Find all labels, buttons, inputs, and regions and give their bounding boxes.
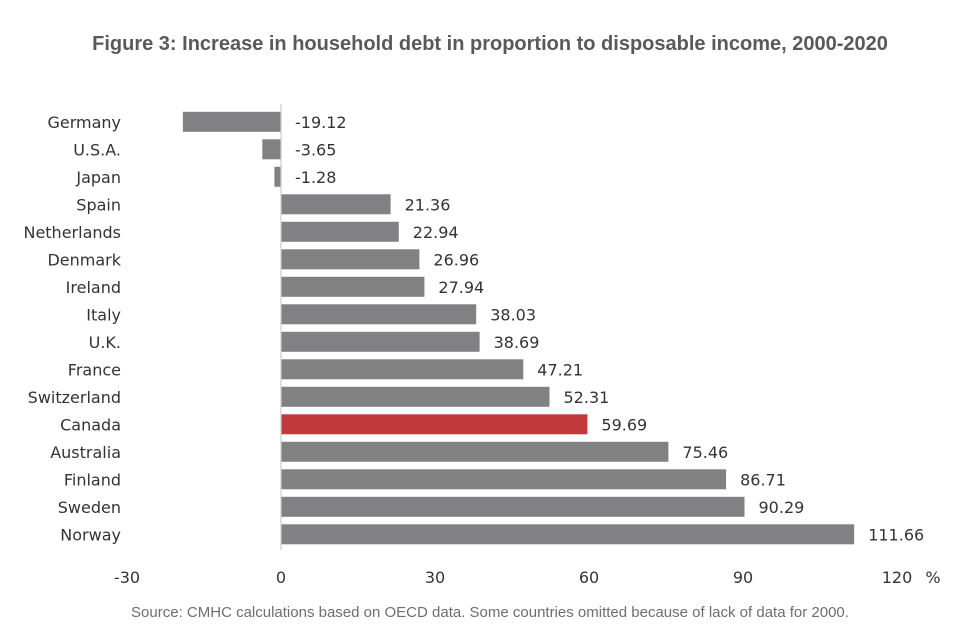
category-label: Norway [60,525,121,544]
value-label: 38.69 [494,333,540,352]
category-label: Italy [86,305,121,324]
value-label: 21.36 [405,195,451,214]
value-label: 38.03 [490,305,536,324]
bar-ireland [281,276,425,297]
bar-u-s-a [262,139,281,160]
bar-canada [281,414,588,435]
category-label: Japan [75,168,121,187]
value-label: 111.66 [868,525,924,544]
bars-layer [182,111,855,545]
chart-source-note: Source: CMHC calculations based on OECD … [131,604,849,621]
bar-sweden [281,496,745,517]
value-label: 75.46 [682,443,728,462]
bar-switzerland [281,386,550,407]
category-label: Denmark [47,250,121,269]
x-tick-label: 90 [733,568,753,587]
bar-germany [182,111,281,132]
category-label: U.K. [89,333,121,352]
labels-layer: Germany -19.12 U.S.A. -3.65 Japan -1.28 Spain 2… [23,113,924,544]
category-label: Germany [47,113,121,132]
bar-australia [281,441,669,462]
x-tick-label: 120 [882,568,913,587]
category-label: Sweden [58,498,121,517]
bar-spain [281,194,391,215]
x-tick-label: 60 [579,568,599,587]
value-label: 27.94 [438,278,484,297]
value-label: 86.71 [740,470,786,489]
x-tick-label: 30 [425,568,445,587]
bar-finland [281,469,727,490]
category-label: Switzerland [28,388,121,407]
category-label: Australia [50,443,121,462]
chart-title: Figure 3: Increase in household debt in … [92,33,888,55]
x-tick-label: 0 [276,568,286,587]
value-label: 47.21 [537,360,583,379]
category-label: Netherlands [23,223,121,242]
x-axis-unit-label: % [925,568,940,587]
category-label: France [68,360,121,379]
bar-norway [281,524,855,545]
x-tick-label: -30 [114,568,140,587]
bar-italy [281,304,477,325]
bar-chart: Germany -19.12 U.S.A. -3.65 Japan -1.28 Spain 2… [23,104,941,587]
value-label: 90.29 [759,498,805,517]
bar-netherlands [281,221,399,242]
value-label: 52.31 [564,388,610,407]
x-axis-ticks: -30 0 30 60 90 120% [114,568,941,587]
bar-denmark [281,249,420,270]
category-label: Canada [60,415,121,434]
category-label: Finland [64,470,121,489]
category-label: U.S.A. [73,140,121,159]
value-label: 26.96 [433,250,479,269]
value-label: -1.28 [295,168,336,187]
value-label: -19.12 [295,113,347,132]
bar-u-k [281,331,480,352]
bar-france [281,359,524,380]
bar-japan [274,166,281,187]
category-label: Ireland [66,278,121,297]
category-label: Spain [76,195,121,214]
value-label: -3.65 [295,140,336,159]
value-label: 22.94 [413,223,459,242]
value-label: 59.69 [601,415,647,434]
